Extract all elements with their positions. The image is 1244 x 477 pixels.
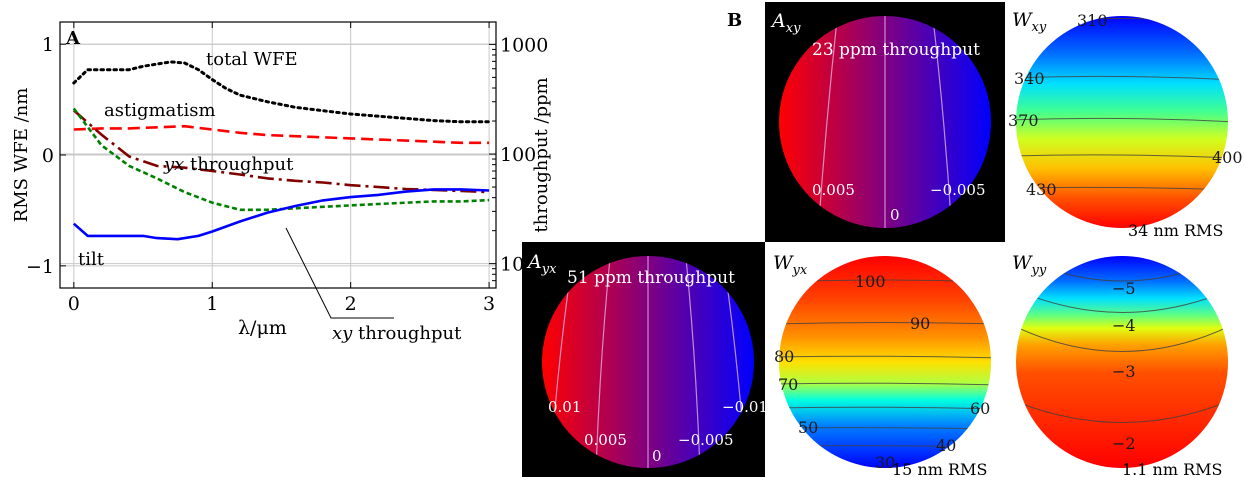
map-wyx: Wyx 100 90 80 70 60 50 40 30 15 nm RMS	[773, 252, 991, 477]
map-wyx-contour-label-4: 70	[778, 375, 798, 394]
y-tick-label-left: −1	[26, 256, 54, 278]
label-tilt: tilt	[78, 249, 105, 270]
x-tick-label: 3	[483, 293, 495, 315]
map-axy-note: 23 ppm throughput	[812, 40, 980, 60]
map-ayx-contour-label-2: 0.005	[584, 431, 627, 449]
map-wyx-contour-label-3: 80	[774, 347, 794, 366]
panel-b-letter: B	[727, 10, 742, 31]
map-wyx-disk	[779, 256, 991, 468]
map-wxy-contour-label-3: 370	[1008, 111, 1039, 130]
map-wyx-contour-label-1: 100	[855, 272, 886, 291]
x-tick-label: 2	[345, 293, 357, 315]
series-yx-throughput	[72, 109, 490, 194]
label-yx-rest: throughput	[184, 154, 294, 175]
y-tick-label-right: 100	[500, 144, 536, 166]
label-xy-throughput: xy throughput	[332, 323, 462, 344]
label-astigmatism: astigmatism	[104, 100, 216, 121]
map-ayx-note: 51 ppm throughput	[567, 268, 735, 288]
map-wyx-contour-label-8: 30	[875, 453, 895, 472]
chart-series	[72, 60, 491, 241]
y-tick-label-left: 1	[42, 34, 54, 56]
label-xy-var: xy	[332, 323, 353, 344]
map-wyx-contour-label-2: 90	[910, 314, 930, 333]
panel-a-letter: A	[65, 28, 81, 49]
map-axy-contour-label-1: 0.005	[812, 181, 855, 199]
x-tick-label: 1	[206, 293, 218, 315]
map-wxy-rms: 34 nm RMS	[1128, 221, 1223, 240]
map-wxy-disk	[1016, 16, 1228, 228]
y-tick-label-right: 1000	[500, 34, 548, 56]
map-wyx-contour-label-5: 60	[970, 399, 990, 418]
map-axy-title-main: A	[770, 10, 786, 32]
map-wxy-title-sub: xy	[1032, 20, 1047, 35]
map-ayx-contour-label-1: 0.01	[548, 398, 581, 416]
map-wyy-rms: 1.1 nm RMS	[1122, 460, 1222, 477]
map-ayx-title: Ayx	[526, 251, 557, 277]
map-ayx-contour-label-3: 0	[652, 447, 662, 465]
map-axy-title: Axy	[770, 10, 801, 36]
map-ayx-title-sub: yx	[541, 262, 557, 277]
map-wyx-title-main: W	[773, 252, 794, 274]
label-yx-throughput: yx throughput	[163, 154, 294, 175]
map-wyy: Wyy −5 −4 −3 −2 1.1 nm RMS	[1012, 252, 1228, 477]
y-axis-right-label: throughput /ppm	[531, 77, 552, 232]
map-wyx-rms: 15 nm RMS	[892, 460, 987, 477]
map-wyy-disk	[1016, 256, 1228, 468]
y-tick-label-left: 0	[42, 145, 54, 167]
map-wxy-contour-label-4: 400	[1212, 148, 1243, 167]
map-axy-title-sub: xy	[786, 21, 801, 36]
map-axy-contour-label-3: −0.005	[930, 181, 986, 199]
map-wyy-title: Wyy	[1012, 252, 1047, 278]
map-axy: Axy 23 ppm throughput 0.005 0 −0.005	[765, 2, 1005, 242]
panel-a-line-chart: 0 1 2 3 −1 0 1 10 100 1000 A total WFE astigmatis…	[11, 21, 552, 344]
map-wyy-contour-label-4: −2	[1112, 434, 1136, 453]
map-wxy: Wxy 310 340 370 400 430 34 nm RMS	[1008, 9, 1243, 240]
map-wyx-contour-label-7: 40	[936, 436, 956, 455]
map-ayx-title-main: A	[526, 251, 542, 273]
map-axy-contour-label-2: 0	[890, 206, 900, 224]
map-wxy-contour-label-1: 310	[1077, 11, 1108, 30]
x-tick-label: 0	[68, 293, 80, 315]
map-wyx-contour-label-6: 50	[798, 418, 818, 437]
map-wyx-title: Wyx	[773, 252, 808, 278]
map-wyy-title-sub: yy	[1031, 263, 1047, 278]
map-ayx: Ayx 51 ppm throughput 0.01 0.005 0 −0.00…	[522, 242, 768, 477]
map-wyy-contour-label-3: −3	[1112, 362, 1136, 381]
label-yx-var: yx	[163, 154, 184, 175]
label-total-wfe: total WFE	[206, 49, 298, 70]
x-axis-label: λ/μm	[238, 317, 287, 339]
map-wxy-contour-label-5: 430	[1026, 180, 1057, 199]
y-tick-label-right: 10	[500, 254, 524, 276]
map-wyy-title-main: W	[1012, 252, 1033, 274]
y-axis-left-label: RMS WFE /nm	[11, 88, 32, 223]
map-wyy-contour-label-1: −5	[1112, 279, 1136, 298]
map-wxy-title-main: W	[1012, 9, 1033, 31]
map-wxy-contour-label-2: 340	[1014, 69, 1045, 88]
chart-grid	[60, 22, 496, 288]
map-ayx-contour-label-4: −0.005	[678, 431, 734, 449]
map-wyy-contour-label-2: −4	[1112, 316, 1136, 335]
label-xy-rest: throughput	[352, 323, 462, 344]
xy-throughput-leader-line	[285, 227, 394, 319]
series-total-wfe	[72, 60, 491, 124]
series-tilt	[72, 188, 490, 241]
map-ayx-contour-label-5: −0.01	[722, 398, 768, 416]
chart-ticks: 0 1 2 3 −1 0 1 10 100 1000	[26, 22, 548, 315]
series-astigmatism	[73, 124, 490, 145]
map-wxy-title: Wxy	[1012, 9, 1047, 35]
map-wyx-title-sub: yx	[792, 263, 808, 278]
